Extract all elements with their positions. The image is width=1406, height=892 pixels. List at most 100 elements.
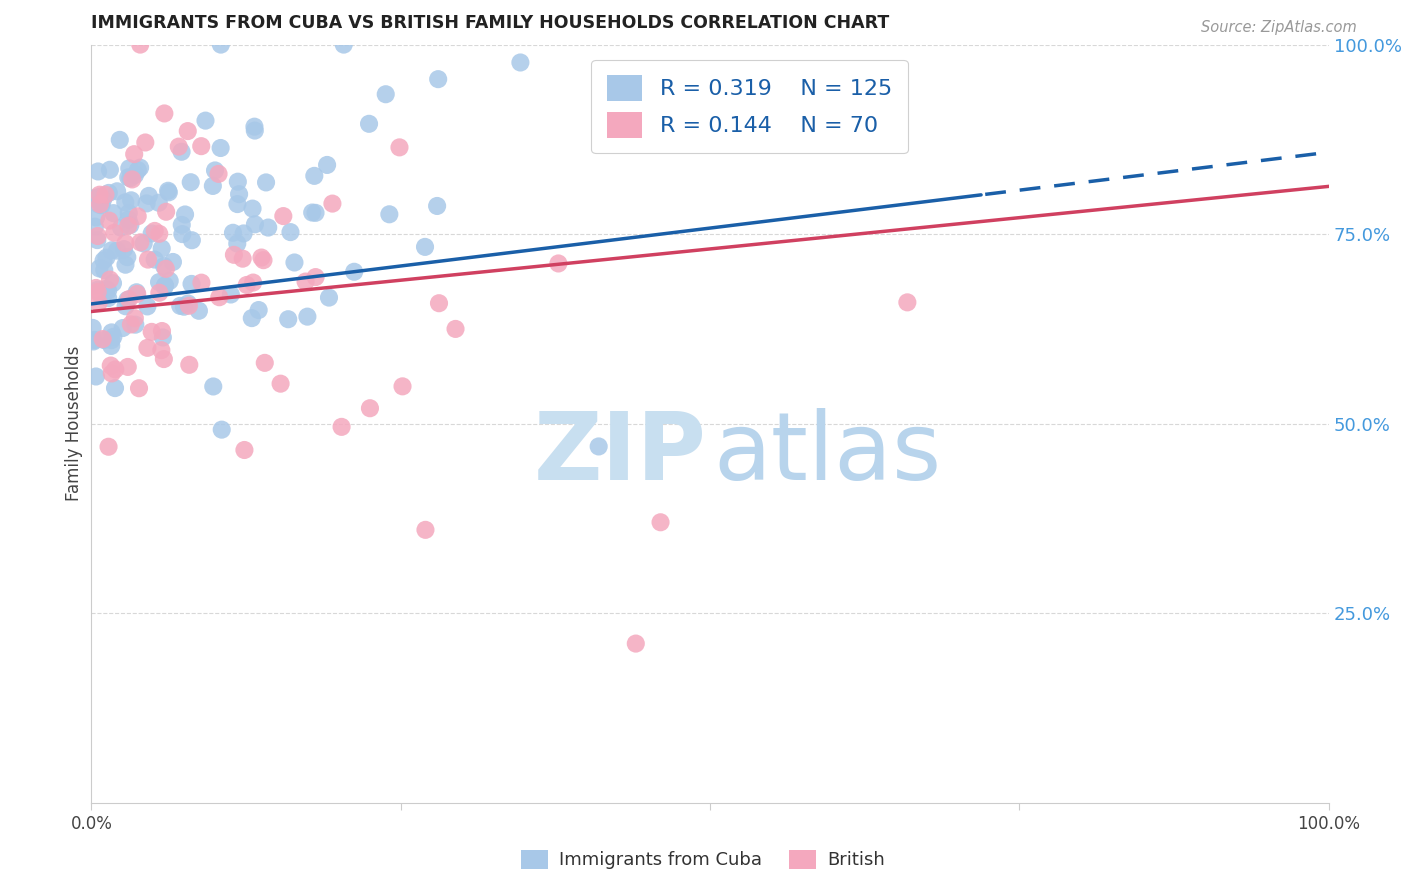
Point — [153, 352, 176, 367]
Point — [91, 289, 114, 303]
Point — [250, 251, 273, 265]
Point — [374, 87, 396, 102]
Point — [111, 321, 134, 335]
Point — [228, 187, 250, 202]
Point — [222, 226, 245, 240]
Point — [444, 322, 467, 336]
Legend: R = 0.319    N = 125, R = 0.144    N = 70: R = 0.319 N = 125, R = 0.144 N = 70 — [592, 60, 908, 153]
Point — [124, 311, 146, 326]
Point — [180, 175, 202, 189]
Point — [108, 133, 131, 147]
Point — [87, 197, 110, 211]
Point — [257, 220, 280, 235]
Point — [172, 227, 194, 241]
Point — [100, 359, 122, 373]
Point — [588, 440, 610, 454]
Point — [243, 123, 266, 137]
Point — [153, 280, 176, 294]
Point — [104, 381, 127, 395]
Point — [243, 120, 266, 134]
Point — [110, 220, 132, 235]
Point — [294, 275, 316, 289]
Point — [232, 252, 254, 266]
Point — [117, 293, 139, 307]
Point — [100, 339, 122, 353]
Point — [233, 442, 256, 457]
Point — [155, 261, 177, 276]
Point — [83, 191, 105, 205]
Point — [120, 318, 142, 332]
Point — [114, 299, 136, 313]
Point — [117, 219, 139, 233]
Point — [103, 330, 125, 344]
Point — [204, 163, 226, 178]
Point — [101, 244, 124, 258]
Point — [138, 189, 160, 203]
Point — [105, 244, 128, 258]
Point — [118, 292, 141, 306]
Point — [426, 199, 449, 213]
Legend: Immigrants from Cuba, British: Immigrants from Cuba, British — [512, 840, 894, 879]
Y-axis label: Family Households: Family Households — [65, 346, 83, 501]
Point — [174, 207, 197, 221]
Point — [136, 300, 159, 314]
Point — [127, 163, 149, 178]
Point — [90, 198, 112, 212]
Point — [143, 252, 166, 267]
Point — [201, 178, 224, 193]
Point — [413, 240, 436, 254]
Point — [280, 225, 302, 239]
Point — [89, 261, 111, 276]
Point — [148, 195, 170, 210]
Point — [93, 263, 115, 277]
Point — [226, 175, 249, 189]
Point — [96, 251, 118, 265]
Point — [359, 401, 381, 416]
Point — [84, 369, 107, 384]
Point — [129, 235, 152, 250]
Point — [208, 290, 231, 304]
Point — [155, 204, 177, 219]
Point — [132, 236, 155, 251]
Point — [117, 170, 139, 185]
Point — [219, 287, 242, 301]
Point — [153, 259, 176, 273]
Point — [87, 283, 110, 297]
Point — [153, 278, 176, 293]
Point — [87, 285, 110, 299]
Point — [173, 300, 195, 314]
Point — [273, 209, 295, 223]
Text: ZIP: ZIP — [533, 408, 706, 500]
Point — [96, 282, 118, 296]
Point — [150, 242, 173, 256]
Point — [650, 516, 672, 530]
Point — [100, 333, 122, 347]
Point — [103, 206, 125, 220]
Point — [232, 227, 254, 241]
Point — [104, 362, 127, 376]
Point — [624, 637, 647, 651]
Point — [94, 187, 117, 202]
Point — [427, 296, 450, 310]
Point — [118, 161, 141, 176]
Point — [247, 303, 270, 318]
Point — [100, 326, 122, 340]
Point — [180, 233, 202, 247]
Point — [87, 190, 110, 204]
Point — [98, 272, 121, 286]
Point — [357, 117, 380, 131]
Point — [180, 277, 202, 291]
Point — [93, 253, 115, 268]
Point — [86, 229, 108, 244]
Point — [167, 139, 190, 153]
Point — [179, 358, 201, 372]
Point — [89, 197, 111, 211]
Point — [157, 186, 180, 200]
Point — [120, 194, 142, 208]
Point — [129, 161, 152, 175]
Text: IMMIGRANTS FROM CUBA VS BRITISH FAMILY HOUSEHOLDS CORRELATION CHART: IMMIGRANTS FROM CUBA VS BRITISH FAMILY H… — [91, 14, 890, 32]
Text: Source: ZipAtlas.com: Source: ZipAtlas.com — [1201, 20, 1357, 35]
Point — [124, 318, 146, 332]
Point — [97, 291, 120, 305]
Point — [226, 236, 249, 251]
